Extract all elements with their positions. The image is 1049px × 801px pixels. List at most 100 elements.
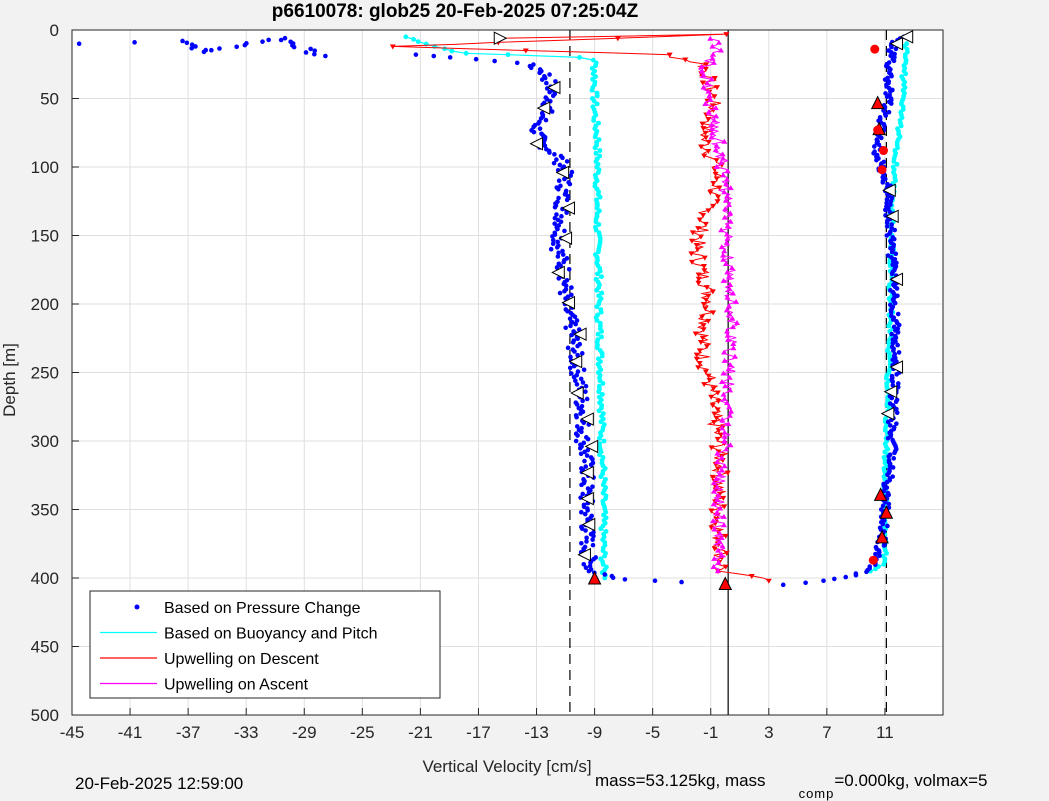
blue-point xyxy=(885,253,891,258)
magenta-point xyxy=(705,88,712,94)
mass-label: mass=53.125kg, mass xyxy=(595,771,766,790)
blue-point xyxy=(531,62,536,67)
magenta-point xyxy=(710,488,717,494)
blue-point xyxy=(591,533,596,539)
blue-point xyxy=(562,228,567,234)
blue-point xyxy=(558,263,563,268)
triangle-marker xyxy=(580,465,594,480)
cyan-point xyxy=(595,331,601,337)
red-point xyxy=(703,344,710,350)
red-point xyxy=(522,48,529,54)
red-dot-marker xyxy=(878,146,888,156)
blue-point xyxy=(514,60,520,66)
magenta-point xyxy=(725,421,732,427)
triangle-marker xyxy=(875,529,889,544)
red-point xyxy=(721,504,728,510)
magenta-point xyxy=(715,547,722,553)
magenta-point xyxy=(726,311,733,317)
red-point xyxy=(708,445,715,451)
magenta-point xyxy=(724,269,731,275)
cyan-point xyxy=(595,271,600,277)
blue-point xyxy=(555,239,560,245)
y-tick-label: 250 xyxy=(31,364,59,383)
blue-point xyxy=(531,124,536,130)
x-axis-label: Vertical Velocity [cm/s] xyxy=(422,757,591,776)
blue-point xyxy=(584,396,590,402)
red-point xyxy=(696,361,703,367)
magenta-point xyxy=(709,130,716,136)
blue-point xyxy=(889,344,895,350)
blue-point xyxy=(555,254,561,259)
blue-point xyxy=(556,186,561,192)
blue-point xyxy=(575,352,580,358)
blue-point xyxy=(583,528,588,533)
magenta-point xyxy=(708,121,715,127)
triangle-marker xyxy=(570,386,584,400)
blue-point xyxy=(544,80,549,86)
y-tick-label: 100 xyxy=(31,158,59,177)
blue-point xyxy=(882,111,888,117)
red-point xyxy=(705,117,712,123)
magenta-point xyxy=(721,248,728,254)
triangle-marker xyxy=(879,505,894,519)
red-point xyxy=(695,280,702,286)
magenta-point xyxy=(720,277,727,283)
magenta-point xyxy=(713,509,720,515)
magenta-point xyxy=(718,378,725,384)
blue-point xyxy=(586,489,592,495)
red-point xyxy=(712,171,719,177)
magenta-point xyxy=(722,206,729,212)
blue-point xyxy=(564,210,569,215)
triangle-marker xyxy=(555,165,570,180)
blue-point xyxy=(564,159,570,164)
cyan-point xyxy=(577,55,582,60)
blue-point xyxy=(892,351,898,357)
triangle-marker xyxy=(561,201,575,215)
blue-point xyxy=(652,578,658,584)
cyan-point xyxy=(593,150,599,156)
blue-point xyxy=(884,200,889,206)
red-point xyxy=(708,525,715,531)
triangle-marker xyxy=(870,95,885,110)
magenta-point xyxy=(698,63,705,69)
magenta-point xyxy=(725,336,732,342)
blue-point xyxy=(543,117,549,123)
magenta-point xyxy=(718,551,725,557)
blue-point xyxy=(565,193,571,199)
blue-point xyxy=(217,46,222,51)
cyan-point xyxy=(597,452,603,458)
blue-point xyxy=(556,276,562,281)
blue-point xyxy=(547,150,552,155)
triangle-marker xyxy=(584,439,599,454)
blue-point xyxy=(590,542,596,548)
triangle-marker xyxy=(885,209,899,224)
red-point xyxy=(710,386,717,392)
blue-point xyxy=(580,491,586,497)
blue-point xyxy=(558,183,563,189)
triangle-marker xyxy=(580,412,594,426)
cyan-point xyxy=(600,561,606,567)
cyan-point xyxy=(599,274,605,279)
red-point xyxy=(710,203,717,209)
blue-point xyxy=(431,53,437,59)
y-tick-label: 0 xyxy=(50,21,59,40)
red-point xyxy=(720,495,727,501)
red-point xyxy=(711,94,718,100)
red-point xyxy=(701,255,708,261)
cyan-point xyxy=(594,304,600,310)
magenta-point xyxy=(723,176,730,182)
magenta-point xyxy=(713,113,720,119)
red-point xyxy=(715,398,722,404)
magenta-point xyxy=(724,332,731,338)
magenta-point xyxy=(710,501,717,507)
magenta-point xyxy=(721,429,728,435)
blue-point xyxy=(890,262,895,268)
blue-point xyxy=(886,501,892,507)
magenta-point xyxy=(702,100,709,106)
red-point xyxy=(682,57,689,63)
blue-point xyxy=(891,324,897,330)
magenta-point xyxy=(721,357,728,363)
magenta-point xyxy=(721,349,728,355)
cyan-point xyxy=(597,194,603,200)
magenta-point xyxy=(722,197,729,203)
